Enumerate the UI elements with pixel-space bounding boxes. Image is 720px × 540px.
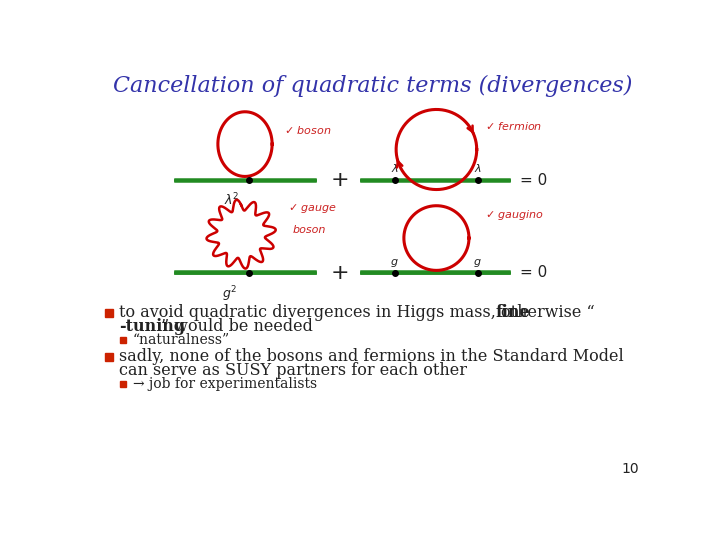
- Text: $\checkmark$ boson: $\checkmark$ boson: [284, 124, 331, 136]
- Text: $\lambda$: $\lambda$: [474, 162, 482, 174]
- Text: ” would be needed: ” would be needed: [161, 318, 312, 335]
- Text: $\lambda$: $\lambda$: [391, 162, 399, 174]
- Text: to avoid quadratic divergences in Higgs mass, otherwise “: to avoid quadratic divergences in Higgs …: [119, 304, 595, 321]
- Text: → job for experimentalists: → job for experimentalists: [132, 376, 317, 390]
- Text: can serve as SUSY partners for each other: can serve as SUSY partners for each othe…: [119, 362, 467, 379]
- Text: -tuning: -tuning: [119, 318, 185, 335]
- Text: Cancellation of quadratic terms (divergences): Cancellation of quadratic terms (diverge…: [113, 75, 633, 97]
- Text: $\lambda^2$: $\lambda^2$: [224, 192, 240, 208]
- Text: $\checkmark$ gaugino: $\checkmark$ gaugino: [485, 208, 544, 222]
- Text: $\checkmark$ fermion: $\checkmark$ fermion: [485, 120, 542, 132]
- Text: sadly, none of the bosons and fermions in the Standard Model: sadly, none of the bosons and fermions i…: [119, 348, 624, 365]
- Text: = 0: = 0: [520, 173, 547, 188]
- Text: g: g: [391, 256, 398, 267]
- Text: +: +: [331, 170, 350, 190]
- Text: +: +: [331, 262, 350, 283]
- Text: = 0: = 0: [520, 265, 547, 280]
- Text: g: g: [474, 256, 481, 267]
- Text: fine: fine: [495, 304, 530, 321]
- Text: “naturalness”: “naturalness”: [132, 333, 230, 347]
- Text: $g^2$: $g^2$: [222, 284, 237, 304]
- Text: 10: 10: [621, 462, 639, 476]
- Text: $\checkmark$ gauge: $\checkmark$ gauge: [287, 202, 337, 215]
- Text: boson: boson: [293, 225, 326, 235]
